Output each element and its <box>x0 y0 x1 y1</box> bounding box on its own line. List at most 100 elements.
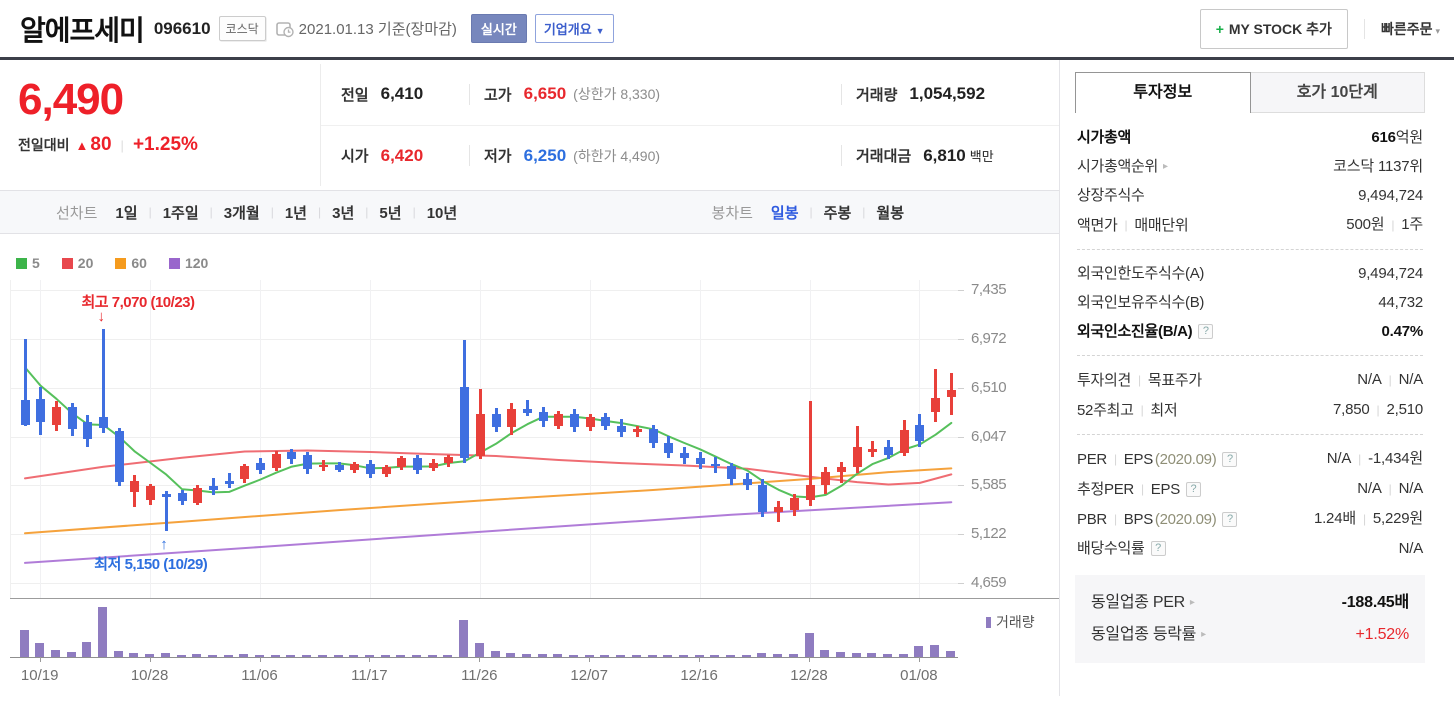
axis-tick <box>149 657 151 662</box>
volume-bar <box>553 654 563 657</box>
candle-wick <box>525 400 529 417</box>
info-value-part: -1,434원 <box>1368 450 1423 467</box>
info-label-part: EPS <box>1123 450 1153 468</box>
info-label: 52주최고 | 최저 <box>1077 396 1178 425</box>
volume-bar <box>50 650 60 657</box>
price-chart: 최고 7,070 (10/23) ↓ ↑ 최저 5,150 (10/29) 7,435… <box>10 280 1059 599</box>
axis-tick <box>369 657 371 662</box>
change-percent: +1.25% <box>132 134 198 155</box>
volume-bar <box>427 655 437 657</box>
x-axis-label: 12/16 <box>680 667 718 684</box>
mystock-add-button[interactable]: + MY STOCK 추가 <box>1199 8 1348 49</box>
chevron-down-icon: ▾ <box>1435 25 1440 36</box>
info-value-part: 9,494,724 <box>1358 187 1423 204</box>
candle <box>36 399 46 423</box>
chart-tab-월봉[interactable]: 월봉 <box>876 204 904 222</box>
info-label: 투자의견 | 목표주가 <box>1077 366 1202 395</box>
help-icon[interactable]: ? <box>1222 451 1238 467</box>
volume-bar <box>663 654 673 657</box>
candle <box>789 498 799 511</box>
chart-tab-1년[interactable]: 1년 <box>284 204 307 222</box>
ma-legend: 5 20 60 120 <box>10 234 1059 280</box>
info-label: 배당수익률? <box>1077 534 1166 563</box>
chart-tab-1주일[interactable]: 1주일 <box>162 204 199 222</box>
info-row: 외국인소진율(B/A)? 0.47% <box>1077 317 1423 346</box>
y-axis-label: 6,510 <box>971 378 1007 396</box>
ma-lines <box>24 366 953 564</box>
volume-bar <box>678 655 688 657</box>
candle <box>256 462 265 470</box>
candle <box>601 417 611 426</box>
candle <box>679 453 689 459</box>
help-icon[interactable]: ? <box>1198 324 1214 339</box>
tab-order-book[interactable]: 호가 10단계 <box>1250 72 1425 113</box>
divider: | <box>270 205 274 219</box>
detail-value: 6,420 <box>381 146 424 166</box>
divider: | <box>1140 402 1144 417</box>
help-icon[interactable]: ? <box>1185 481 1201 497</box>
candle <box>381 466 391 475</box>
divider: | <box>1388 373 1392 387</box>
volume-bar <box>145 653 155 657</box>
candle <box>460 386 470 459</box>
more-arrow-icon[interactable]: ▸ <box>1189 597 1195 608</box>
gridline <box>11 534 958 536</box>
info-label-part: 배당수익률 <box>1077 540 1145 557</box>
divider: | <box>809 205 813 219</box>
legend-swatch <box>168 257 180 269</box>
chart-tab-5년[interactable]: 5년 <box>379 204 402 222</box>
realtime-button[interactable]: 실시간 <box>470 14 527 43</box>
volume-bar <box>773 653 783 657</box>
chart-tab-1일[interactable]: 1일 <box>115 204 138 222</box>
more-arrow-icon[interactable]: ▸ <box>1163 161 1168 172</box>
axis-tick <box>39 657 41 662</box>
candle <box>303 455 313 469</box>
candle <box>83 422 93 440</box>
divider: | <box>1388 482 1392 496</box>
volume-legend: 거래량 <box>986 612 1058 632</box>
more-arrow-icon[interactable]: ▸ <box>1201 629 1206 640</box>
chart-tab-주봉[interactable]: 주봉 <box>823 204 852 222</box>
info-label: PBR | BPS (2020.09)? <box>1077 505 1238 534</box>
chart-tab-3년[interactable]: 3년 <box>332 204 355 222</box>
candle <box>99 417 108 428</box>
help-icon[interactable]: ? <box>1222 511 1238 527</box>
volume-plot <box>10 604 958 662</box>
chart-tab-3개월[interactable]: 3개월 <box>223 204 260 222</box>
volume-bar <box>820 649 830 657</box>
axis-tick <box>809 657 810 662</box>
info-value: 9,494,724 <box>1358 259 1423 288</box>
price-summary: 6,490 전일대비 ▲ 80 | +1.25% 전일 6,410 고가 6,650 (… <box>0 60 1059 190</box>
gridline <box>369 280 371 598</box>
y-axis-label: 4,659 <box>971 574 1007 591</box>
volume-bar <box>631 655 641 657</box>
candle <box>67 406 77 429</box>
volume-bar <box>945 650 955 657</box>
volume-bar <box>443 655 453 657</box>
axis-tick <box>918 657 920 662</box>
info-label-part: 최저 <box>1150 401 1178 419</box>
volume-bar <box>317 655 327 657</box>
info-value-part: 코스닥 1137위 <box>1333 158 1423 175</box>
info-value: 616억원 <box>1371 123 1423 152</box>
y-axis-label: 6,972 <box>971 329 1007 347</box>
x-axis-labels: 10/19 10/28 11/06 11/17 11/26 12/07 12/16 12/28… <box>10 658 958 688</box>
candle <box>51 406 61 425</box>
info-row: 추정PER | EPS? N/A | N/A <box>1077 474 1423 504</box>
info-row: 상장주식수 9,494,724 <box>1077 181 1423 210</box>
info-label-part: 동일업종 PER <box>1091 594 1185 611</box>
info-value-part: N/A <box>1357 371 1382 388</box>
chart-tab-일봉[interactable]: 일봉 <box>770 204 799 222</box>
tab-invest-info[interactable]: 투자정보 <box>1075 72 1251 113</box>
candle <box>695 458 705 464</box>
sidebar: 투자정보 호가 10단계 시가총액 616억원 시가총액순위 ▸ 코스닥 1137위 상장… <box>1060 60 1439 696</box>
help-icon[interactable]: ? <box>1150 541 1166 556</box>
quick-order-menu[interactable]: 빠른주문 ▾ <box>1363 18 1440 39</box>
tab-group-label: 봉차트 <box>711 204 753 222</box>
company-overview-button[interactable]: 기업개요 ▼ <box>534 14 614 43</box>
info-row: PBR | BPS (2020.09)? 1.24배 | 5,229원 <box>1077 504 1423 534</box>
info-row: 외국인한도주식수(A) 9,494,724 <box>1077 259 1423 288</box>
candle <box>114 430 124 482</box>
chart-tab-10년[interactable]: 10년 <box>426 204 458 222</box>
